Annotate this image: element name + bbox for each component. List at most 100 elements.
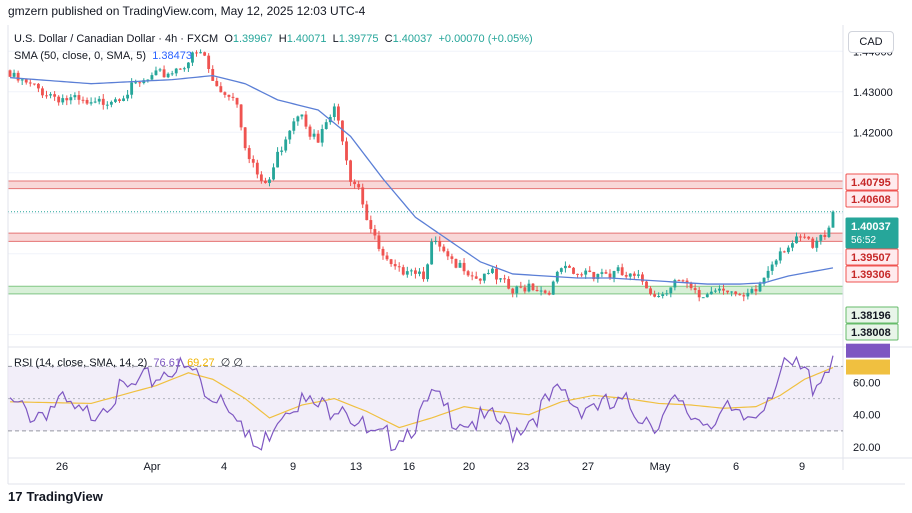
price-label: 1.39507 xyxy=(851,252,891,264)
candle xyxy=(803,236,807,238)
candle xyxy=(69,97,73,101)
price-legend: U.S. Dollar / Canadian Dollar · 4h · FXC… xyxy=(14,33,533,45)
price-label: 1.38196 xyxy=(851,310,891,322)
candle xyxy=(815,240,819,248)
candle xyxy=(146,79,150,81)
rsi-value-box xyxy=(846,343,890,358)
candle xyxy=(628,273,632,277)
candle xyxy=(495,268,498,280)
sma-legend: SMA (50, close, 0, SMA, 5) 1.38473 xyxy=(14,50,192,62)
price-label-box xyxy=(845,265,899,283)
candle xyxy=(807,236,811,239)
candle xyxy=(799,236,802,238)
x-tick-label: 9 xyxy=(799,461,805,473)
candle xyxy=(519,286,523,288)
candle xyxy=(482,273,486,281)
candle xyxy=(791,243,794,248)
candle xyxy=(85,99,89,104)
candle xyxy=(284,139,288,151)
candle xyxy=(588,270,592,272)
price-label: 1.40608 xyxy=(851,194,891,206)
candle xyxy=(203,52,207,56)
candle xyxy=(535,290,539,292)
candle xyxy=(45,95,48,97)
candle xyxy=(304,114,308,127)
candle xyxy=(93,101,97,103)
candle xyxy=(122,98,125,101)
candle xyxy=(268,179,271,183)
price-label-box xyxy=(845,173,899,191)
candle xyxy=(243,127,247,149)
currency-button[interactable]: CAD xyxy=(848,31,894,53)
x-tick-label: Apr xyxy=(143,461,160,473)
x-tick-label: 26 xyxy=(56,461,68,473)
candle xyxy=(438,241,442,247)
candle xyxy=(24,79,28,83)
candle xyxy=(811,238,815,248)
candle xyxy=(705,294,709,298)
candle xyxy=(57,96,61,103)
x-tick-label: 16 xyxy=(403,461,415,473)
price-label-box xyxy=(845,190,899,208)
candle xyxy=(697,290,701,298)
candle xyxy=(150,75,154,80)
candle xyxy=(665,293,669,295)
open-label: O xyxy=(224,33,233,45)
candle xyxy=(657,295,661,297)
candle xyxy=(478,278,482,281)
rsi-sma-value: 69.27 xyxy=(187,357,215,369)
footer-brand: 17 TradingView xyxy=(8,489,103,504)
candle xyxy=(600,272,604,274)
x-tick-label: 4 xyxy=(221,461,227,473)
candle xyxy=(572,267,575,274)
candle xyxy=(369,220,373,230)
candle xyxy=(16,72,20,81)
candle xyxy=(28,82,32,84)
candle xyxy=(385,255,389,260)
candle xyxy=(89,102,93,104)
candle xyxy=(726,290,729,293)
candle xyxy=(523,287,527,292)
candle xyxy=(336,106,340,121)
candle xyxy=(750,289,754,293)
candle xyxy=(539,290,543,292)
candle xyxy=(65,98,69,101)
candle xyxy=(126,94,130,99)
candle xyxy=(527,283,531,292)
candle xyxy=(138,82,142,84)
candle xyxy=(758,283,762,292)
candle xyxy=(673,280,677,288)
candle xyxy=(8,70,12,77)
candle xyxy=(239,104,243,128)
high-value: 1.40071 xyxy=(286,33,327,45)
candle xyxy=(669,287,673,294)
candle xyxy=(823,234,827,237)
candle xyxy=(596,273,600,280)
candle xyxy=(718,288,721,291)
candle xyxy=(251,159,255,163)
rsi-tick-label: 60.00 xyxy=(853,377,881,389)
candle xyxy=(722,288,725,291)
candle xyxy=(827,227,831,237)
candle xyxy=(742,295,746,297)
rsi-sma-value-box xyxy=(846,359,890,375)
candle xyxy=(365,204,369,221)
candle xyxy=(831,211,835,228)
candle xyxy=(207,55,211,69)
candle xyxy=(515,286,519,294)
candle xyxy=(73,95,77,98)
candle xyxy=(195,52,198,54)
candle xyxy=(636,274,640,276)
candle xyxy=(474,276,478,279)
candle xyxy=(786,247,790,253)
candle xyxy=(341,120,344,142)
candle xyxy=(32,83,36,85)
candle xyxy=(20,79,24,81)
rsi-extra-values: ∅ ∅ xyxy=(220,357,243,369)
candle xyxy=(645,281,648,289)
candle xyxy=(491,268,494,273)
candle xyxy=(693,288,697,291)
candle xyxy=(632,273,636,276)
candle xyxy=(568,265,571,268)
